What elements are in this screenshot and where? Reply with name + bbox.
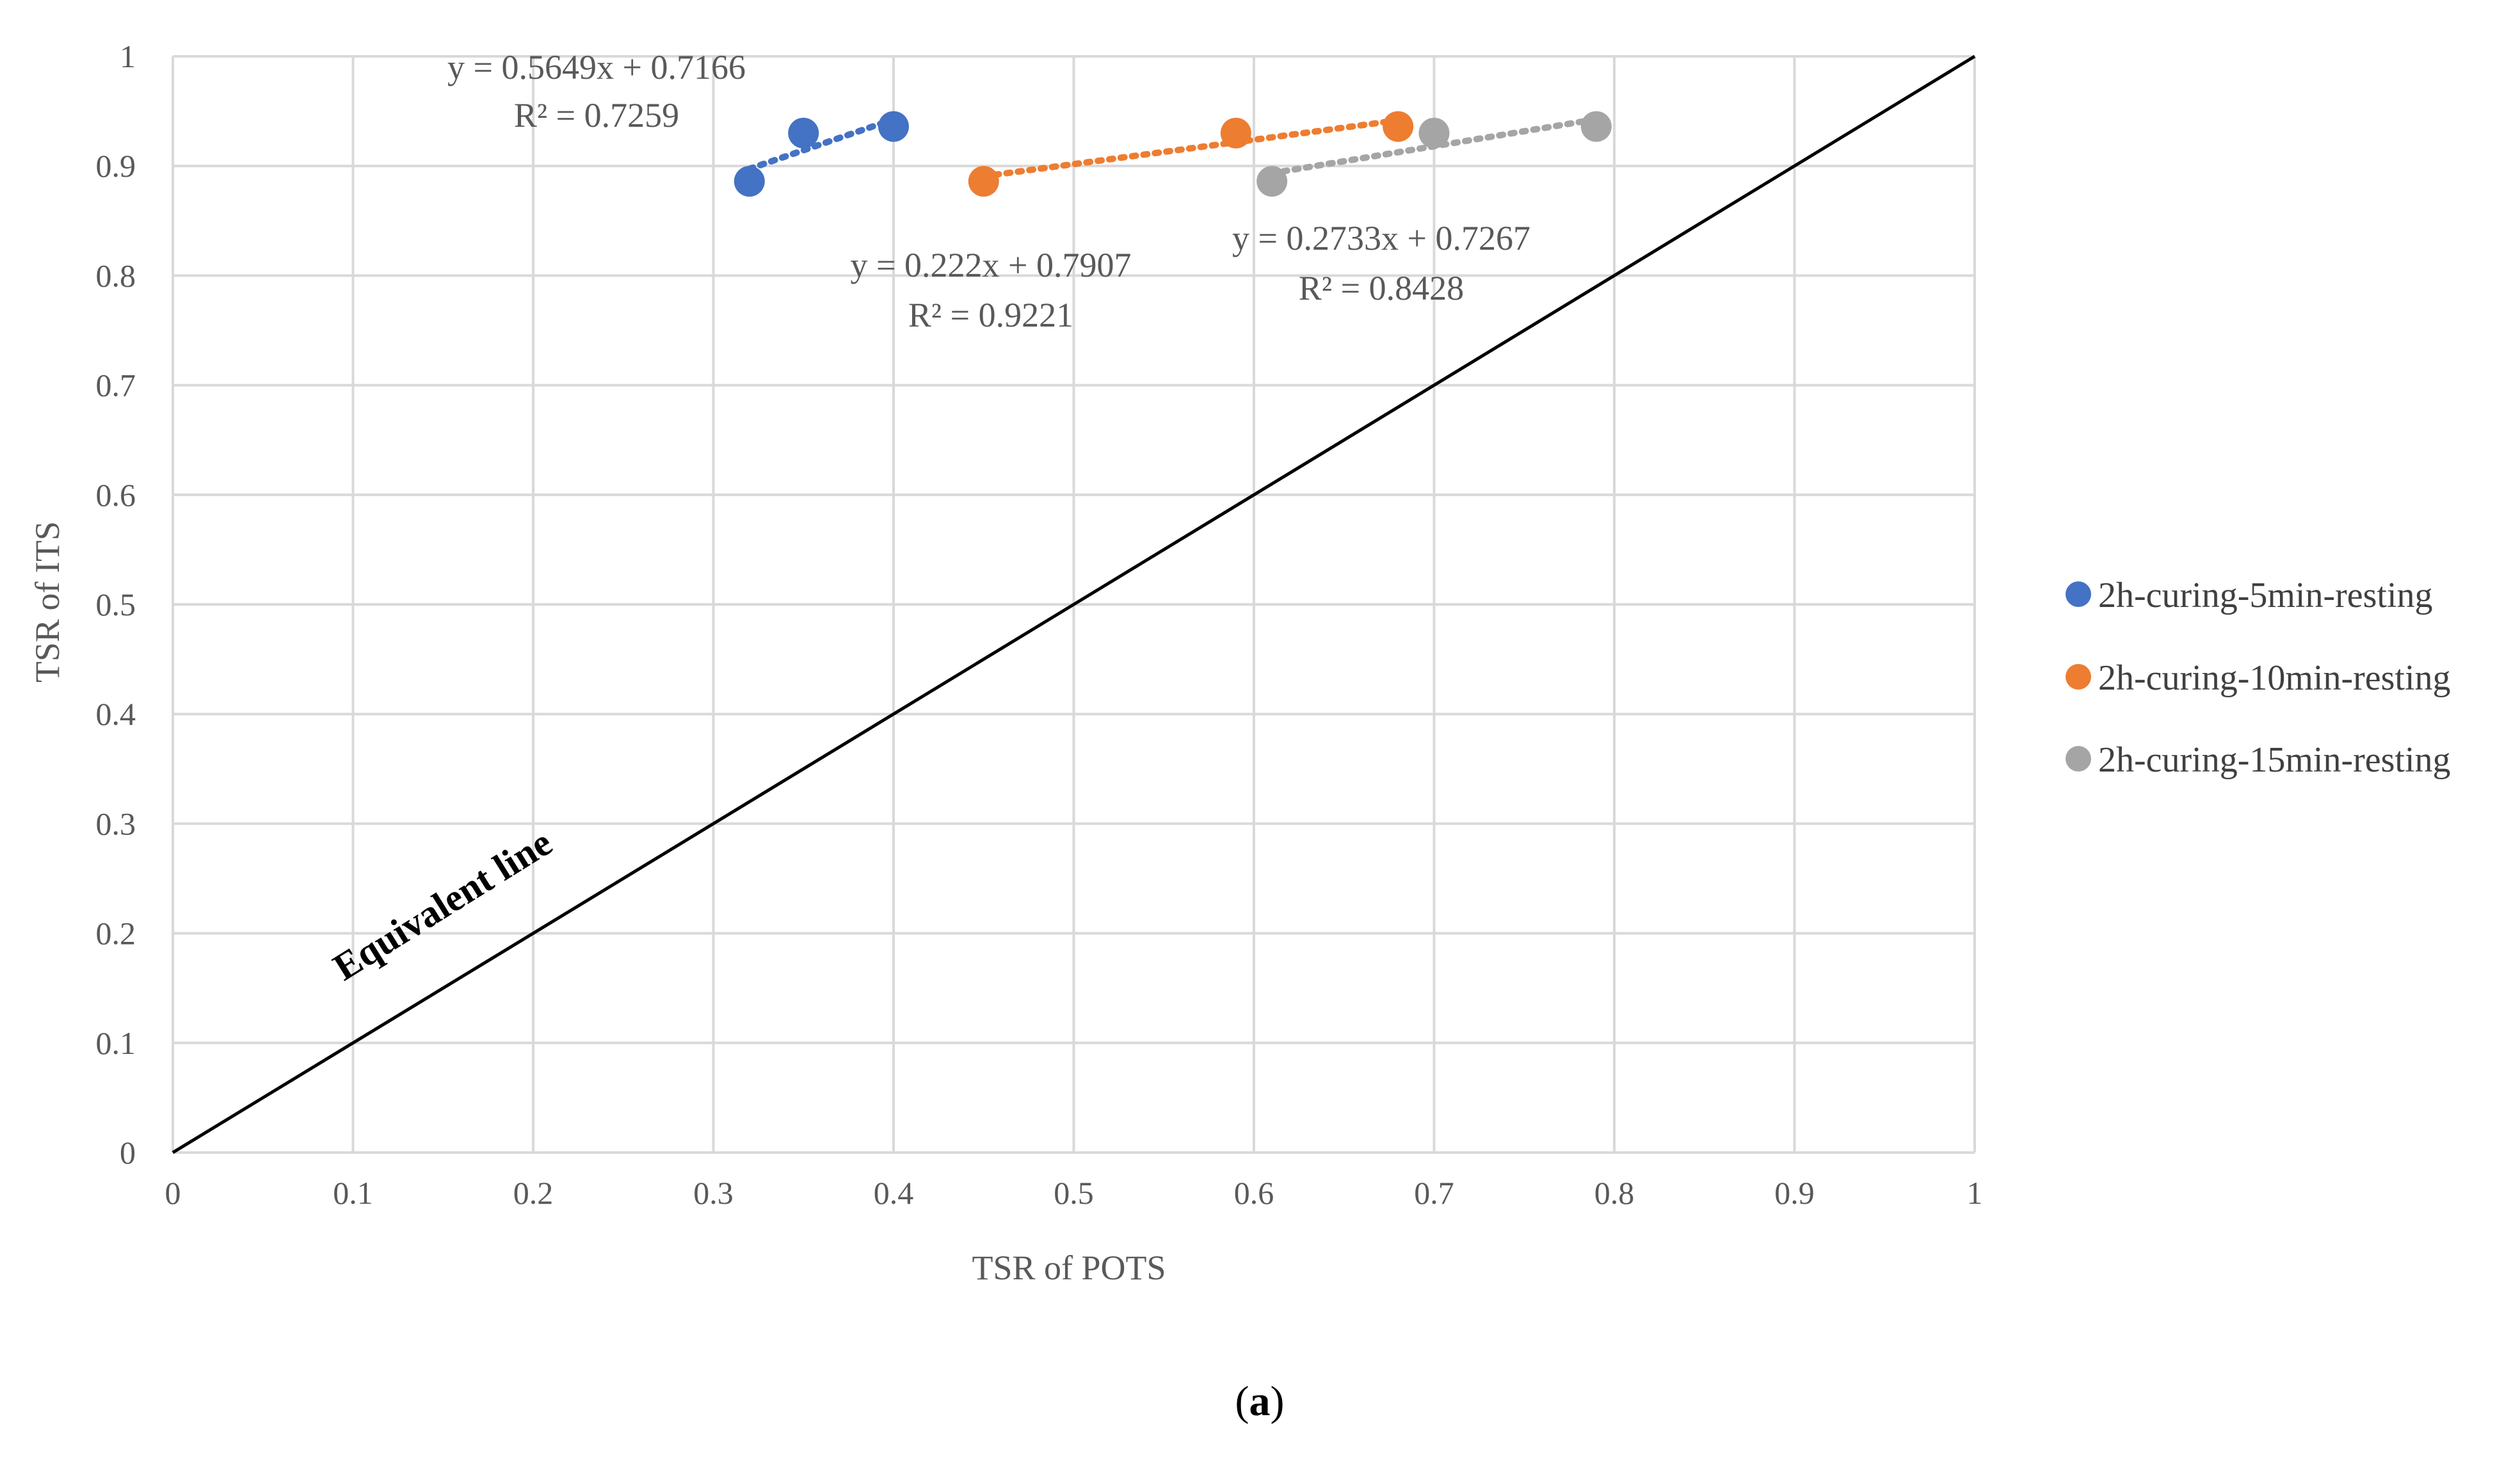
- trendline-r2-series-3: R² = 0.8428: [1299, 269, 1464, 307]
- x-tick-label: 0.7: [1414, 1175, 1454, 1211]
- legend: 2h-curing-5min-resting 2h-curing-10min-r…: [2066, 576, 2451, 780]
- y-tick-label: 0.8: [96, 257, 136, 293]
- data-point-series-3: [1256, 166, 1288, 197]
- legend-label-series-1: 2h-curing-5min-resting: [2098, 576, 2433, 615]
- trendline-r2-series-1: R² = 0.7259: [514, 96, 679, 134]
- data-point-series-3: [1418, 117, 1450, 149]
- data-points: [734, 111, 1612, 197]
- trendline-series-1: [746, 116, 897, 172]
- equivalent-line-label: Equivalent line: [326, 821, 559, 989]
- y-tick-label: 0.7: [96, 368, 136, 403]
- x-tick-label: 0.8: [1594, 1175, 1635, 1211]
- data-point-series-1: [788, 117, 819, 149]
- y-axis-title: TSR of ITS: [28, 521, 67, 683]
- x-tick-label: 0.6: [1234, 1175, 1274, 1211]
- data-point-series-3: [1580, 111, 1612, 142]
- y-tick-label: 0.1: [96, 1025, 136, 1061]
- y-tick-label: 0.2: [96, 916, 136, 951]
- y-tick-label: 0.9: [96, 148, 136, 184]
- x-tick-label: 0.5: [1054, 1175, 1094, 1211]
- trendlines: [746, 116, 1600, 180]
- data-point-series-1: [878, 111, 909, 142]
- legend-item-series-2: 2h-curing-10min-resting: [2066, 658, 2451, 698]
- y-tick-label: 0: [120, 1135, 136, 1170]
- legend-marker-series-3: [2066, 746, 2091, 772]
- legend-label-series-2: 2h-curing-10min-resting: [2098, 658, 2451, 698]
- grid: [173, 55, 1976, 1153]
- data-point-series-2: [968, 166, 999, 197]
- x-tick-label: 0.9: [1774, 1175, 1815, 1211]
- tick-labels: 0 0.1 0.2 0.3 0.4 0.5 0.6 0.7 0.8 0.9 1 0 0.1 0.2 0.3 0…: [96, 38, 1983, 1211]
- legend-marker-series-1: [2066, 581, 2091, 607]
- caption-letter: a: [1249, 1378, 1271, 1425]
- trendline-annotations: y = 0.5649x + 0.7166 R² = 0.7259 y = 0.2…: [447, 48, 1530, 334]
- trendline-equation-series-1: y = 0.5649x + 0.7166: [447, 48, 746, 86]
- legend-item-series-1: 2h-curing-5min-resting: [2066, 576, 2433, 615]
- equivalent-line-group: [172, 54, 1976, 1154]
- equivalent-line: [172, 54, 1976, 1154]
- y-tick-label: 0.3: [96, 805, 136, 841]
- trendline-series-2: [980, 117, 1402, 180]
- figure-caption: (a): [1235, 1378, 1285, 1425]
- x-tick-label: 1: [1967, 1175, 1983, 1211]
- x-axis-title: TSR of POTS: [972, 1249, 1166, 1287]
- y-tick-label: 0.4: [96, 696, 136, 732]
- axes: [172, 56, 1975, 1154]
- caption-close-paren: ): [1271, 1378, 1285, 1425]
- y-tick-label: 1: [120, 38, 136, 74]
- x-tick-label: 0: [165, 1175, 181, 1211]
- legend-label-series-3: 2h-curing-15min-resting: [2098, 740, 2451, 780]
- data-point-series-2: [1220, 117, 1251, 149]
- data-point-series-2: [1383, 111, 1414, 142]
- trendline-equation-series-2: y = 0.222x + 0.7907: [851, 246, 1132, 284]
- y-tick-label: 0.6: [96, 477, 136, 513]
- x-tick-label: 0.3: [693, 1175, 734, 1211]
- x-tick-label: 0.4: [874, 1175, 914, 1211]
- caption-open-paren: (: [1235, 1378, 1249, 1425]
- x-tick-label: 0.1: [333, 1175, 373, 1211]
- trendline-equation-series-3: y = 0.2733x + 0.7267: [1232, 219, 1530, 257]
- y-tick-label: 0.5: [96, 587, 136, 622]
- legend-item-series-3: 2h-curing-15min-resting: [2066, 740, 2451, 780]
- trendline-r2-series-2: R² = 0.9221: [908, 296, 1073, 334]
- x-tick-label: 0.2: [513, 1175, 554, 1211]
- data-point-series-1: [734, 166, 765, 197]
- legend-marker-series-2: [2066, 664, 2091, 690]
